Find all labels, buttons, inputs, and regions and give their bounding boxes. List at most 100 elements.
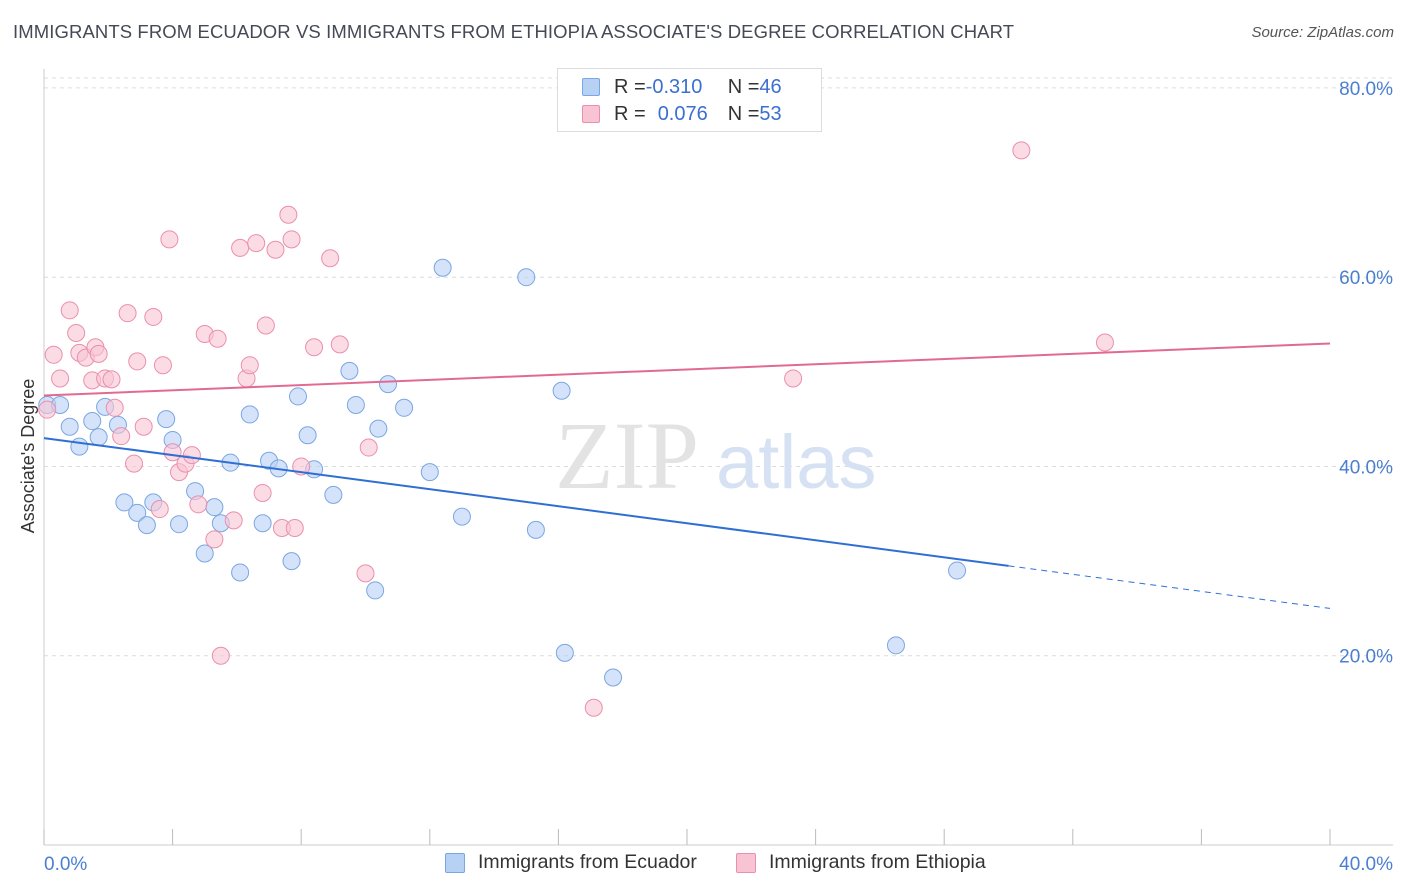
trend-line-ecuador-extension [1008,565,1331,609]
legend-item-ethiopia[interactable]: Immigrants from Ethiopia [736,851,986,874]
ecuador-point [395,398,414,417]
series-legend: Immigrants from Ecuador Immigrants from … [0,851,1406,879]
ethiopia-point [189,495,208,514]
ecuador-point [195,544,214,563]
ecuador-point [157,410,176,429]
ethiopia-point [266,240,285,259]
ethiopia-point [128,352,147,371]
ethiopia-point [1095,333,1114,352]
ethiopia-point [125,454,144,473]
x-tick-label-min: 0.0% [44,854,87,875]
ecuador-point [420,463,439,482]
ecuador-point [298,426,317,445]
y-tick-label: 20.0% [1339,647,1393,668]
ecuador-point [346,395,365,414]
ethiopia-point [182,446,201,465]
ethiopia-point [279,205,298,224]
ecuador-point [128,503,147,522]
ecuador-point [340,361,359,380]
ecuador-point [89,428,108,447]
ethiopia-point [44,345,63,364]
legend-n-value: 53 [759,102,782,125]
legend-item-ecuador[interactable]: Immigrants from Ecuador [445,851,697,874]
ethiopia-point [153,356,172,375]
legend-n-label: N = [727,75,760,98]
ethiopia-point [282,230,301,249]
watermark: ZIP atlas [555,402,877,509]
legend-swatch-ecuador [582,78,600,96]
legend-n-label: N = [727,102,760,125]
ecuador-point [555,643,574,662]
legend-label-ecuador: Immigrants from Ecuador [478,851,697,873]
ecuador-point [452,507,471,526]
ethiopia-point [359,438,378,457]
ethiopia-point [356,564,375,583]
ecuador-point [60,417,79,436]
ethiopia-point [105,398,124,417]
ecuador-point [170,515,189,534]
ecuador-point [115,493,134,512]
ecuador-point [231,563,250,582]
ecuador-point [137,516,156,535]
y-tick-label: 60.0% [1339,268,1393,289]
legend-n-value: 46 [759,75,782,98]
ecuador-point [379,375,398,394]
ethiopia-point [784,369,803,388]
legend-row-ecuador: R = -0.310 N = 46 [582,74,782,100]
ecuador-point [282,552,301,571]
legend-swatch-ethiopia [736,852,756,873]
ethiopia-point [1012,141,1031,160]
ecuador-point [70,437,89,456]
legend-label-ethiopia: Immigrants from Ethiopia [769,851,986,873]
ethiopia-point [211,646,230,665]
legend-r-label: R = [614,75,646,98]
ecuador-point [526,520,545,539]
ethiopia-point [60,301,79,320]
legend-swatch-ethiopia [582,105,600,123]
chart-source: Source: ZipAtlas.com [1251,24,1394,41]
y-tick-label: 40.0% [1339,457,1393,478]
watermark-atlas: atlas [716,420,877,505]
ethiopia-point [118,304,137,323]
ecuador-point [288,387,307,406]
ecuador-point [886,636,905,655]
ethiopia-point [89,344,108,363]
legend-swatch-ecuador [445,852,465,873]
ethiopia-point [102,370,121,389]
ethiopia-point [584,698,603,717]
ethiopia-point [285,518,304,537]
ecuador-point [366,581,385,600]
ethiopia-point [231,238,250,257]
ethiopia-point [208,329,227,348]
legend-row-ethiopia: R = 0.076 N = 53 [582,101,782,127]
ethiopia-point [134,417,153,436]
ethiopia-point [224,511,243,530]
watermark-zip: ZIP [555,402,699,509]
x-tick-label-max: 40.0% [1339,854,1393,875]
ethiopia-point [112,427,131,446]
trend-line-ethiopia [43,342,1331,397]
ethiopia-point [247,234,266,253]
ethiopia-point [256,316,275,335]
stats-legend: R = -0.310 N = 46 R = 0.076 N = 53 [557,68,822,132]
y-tick-label: 80.0% [1339,79,1393,100]
ethiopia-point [144,307,163,326]
ethiopia-point [51,369,70,388]
y-axis-label: Associate's Degree [18,379,38,534]
ethiopia-point [67,324,86,343]
ethiopia-point [330,335,349,354]
ethiopia-point [305,338,324,357]
trend-lines [43,342,1331,609]
ecuador-point [948,561,967,580]
ethiopia-point [150,500,169,519]
ecuador-point [552,381,571,400]
trend-line-ecuador [43,437,1009,567]
axes [43,69,1393,846]
ethiopia-point [240,356,259,375]
ecuador-point [205,498,224,517]
ethiopia-point [321,249,340,268]
ecuador-point [369,419,388,438]
ecuador-point [253,514,272,533]
ethiopia-point [205,530,224,549]
ecuador-point [83,412,102,431]
